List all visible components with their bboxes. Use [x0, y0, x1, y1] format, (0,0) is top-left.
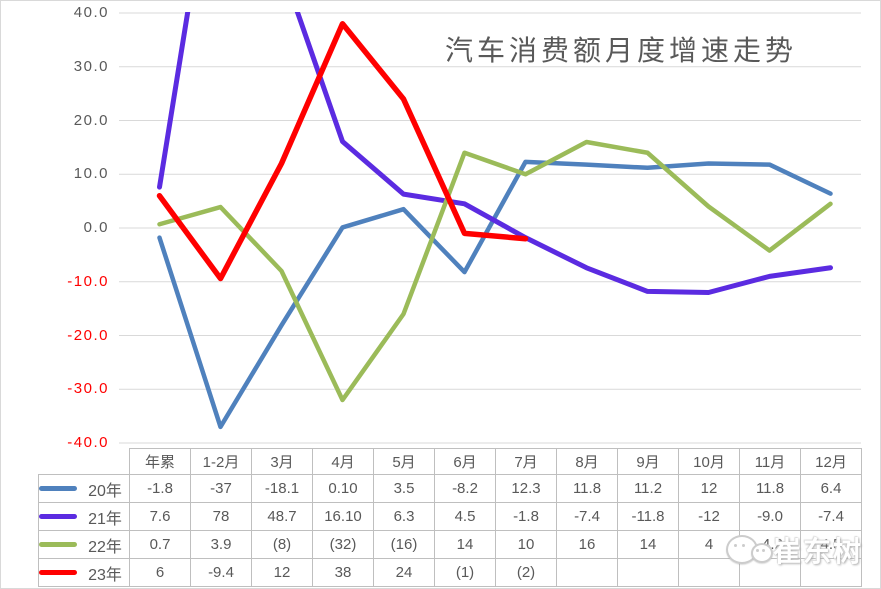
- series-name: 20年: [88, 482, 122, 500]
- y-tick-label: -20.0: [67, 326, 109, 344]
- table-cell: 12: [251, 558, 313, 587]
- column-header: 8月: [556, 448, 618, 475]
- table-cell: 6.4: [800, 474, 862, 503]
- column-header: 5月: [373, 448, 435, 475]
- table-cell: 3.9: [190, 530, 252, 559]
- table-cell: -1.8: [495, 502, 557, 531]
- table-cell: -37: [190, 474, 252, 503]
- y-tick-label: -40.0: [67, 434, 109, 451]
- legend-row-label: 23年: [38, 558, 130, 587]
- table-cell: 4.5: [434, 502, 496, 531]
- table-cell: 6.3: [373, 502, 435, 531]
- table-cell: (16): [373, 530, 435, 559]
- table-cell: [617, 558, 679, 587]
- table-row: 21年 7.6 78 48.7 16.10 6.3 4.5 -1.8 -7.4 -11.8 -12-…: [38, 502, 862, 531]
- table-cell: 48.7: [251, 502, 313, 531]
- y-tick-label: 20.0: [73, 111, 109, 129]
- column-header: 7月: [495, 448, 557, 475]
- y-tick-label: 40.0: [73, 4, 109, 21]
- legend-line-swatch: [39, 542, 77, 547]
- table-cell: 16.10: [312, 502, 374, 531]
- y-tick-label: 30.0: [73, 57, 109, 75]
- table-cell: 16: [556, 530, 618, 559]
- table-cell: 38: [312, 558, 374, 587]
- table-row: 23年 6 -9.4 12 38 24 (1) (2): [38, 558, 862, 587]
- table-cell: [739, 558, 801, 587]
- table-cell: 78: [190, 502, 252, 531]
- table-cell: 4: [678, 530, 740, 559]
- column-header: 年累: [129, 448, 191, 475]
- series-name: 23年: [88, 566, 122, 584]
- table-cell: 12.3: [495, 474, 557, 503]
- table-cell: -12: [678, 502, 740, 531]
- table-cell: 24: [373, 558, 435, 587]
- table-cell: 4.5: [800, 530, 862, 559]
- column-header: 4月: [312, 448, 374, 475]
- series-name: 21年: [88, 510, 122, 528]
- series-line-23年: [156, 21, 529, 282]
- table-cell: 14: [434, 530, 496, 559]
- table-cell: -18.1: [251, 474, 313, 503]
- table-cell: 12: [678, 474, 740, 503]
- table-cell: 7.6: [129, 502, 191, 531]
- table-cell: 6: [129, 558, 191, 587]
- legend-row-label: 22年: [38, 530, 130, 559]
- table-cell: 0.10: [312, 474, 374, 503]
- table-cell: 14: [617, 530, 679, 559]
- column-header: 10月: [678, 448, 740, 475]
- table-cell: 11.8: [556, 474, 618, 503]
- table-row: 22年 0.7 3.9 (8) (32) (16) 14 10 16 14 4 -4.2 4.5: [38, 530, 862, 559]
- table-cell: (1): [434, 558, 496, 587]
- legend-line-swatch: [39, 514, 77, 519]
- table-cell: (8): [251, 530, 313, 559]
- table-cell: 11.8: [739, 474, 801, 503]
- column-header: 3月: [251, 448, 313, 475]
- column-header: 11月: [739, 448, 801, 475]
- y-tick-label: -10.0: [67, 272, 109, 290]
- table-cell: 11.2: [617, 474, 679, 503]
- table-cell: -7.4: [556, 502, 618, 531]
- table-cell: (32): [312, 530, 374, 559]
- line-chart: [119, 12, 861, 444]
- legend-row-label: 21年: [38, 502, 130, 531]
- table-row: 20年 -1.8 -37 -18.1 0.10 3.5 -8.2 12.3 11.8 11.2 12…: [38, 474, 862, 503]
- table-cell: -8.2: [434, 474, 496, 503]
- table-cell: -9.4: [190, 558, 252, 587]
- table-cell: [556, 558, 618, 587]
- table-cell: (2): [495, 558, 557, 587]
- table-cell: 10: [495, 530, 557, 559]
- legend-line-swatch: [39, 570, 77, 575]
- series-line-20年: [157, 159, 833, 430]
- y-tick-label: 10.0: [73, 165, 109, 183]
- legend-row-label: 20年: [38, 474, 130, 503]
- series-line-22年: [157, 139, 833, 403]
- column-header: 9月: [617, 448, 679, 475]
- table-cell: 0.7: [129, 530, 191, 559]
- table-cell: 3.5: [373, 474, 435, 503]
- table-cell: -4.2: [739, 530, 801, 559]
- chart-title: 汽车消费额月度增速走势: [444, 35, 797, 66]
- legend-line-swatch: [39, 486, 77, 491]
- data-table: 年累 1-2月 3月 4月 5月 6月 7月 8月 9月 10月 11月 12月 20年 -1.8 -37-…: [38, 448, 862, 587]
- table-cell: -11.8: [617, 502, 679, 531]
- table-cell: -9.0: [739, 502, 801, 531]
- table-cell: -1.8: [129, 474, 191, 503]
- y-tick-label: -30.0: [67, 380, 109, 398]
- table-cell: [800, 558, 862, 587]
- series-name: 22年: [88, 538, 122, 556]
- series-line-21年: [157, 12, 833, 295]
- column-header: 12月: [800, 448, 862, 475]
- table-cell: [678, 558, 740, 587]
- table-cell: -7.4: [800, 502, 862, 531]
- table-corner: [39, 449, 130, 475]
- y-tick-label: 0.0: [83, 219, 109, 236]
- column-header: 1-2月: [190, 448, 252, 475]
- column-header: 6月: [434, 448, 496, 475]
